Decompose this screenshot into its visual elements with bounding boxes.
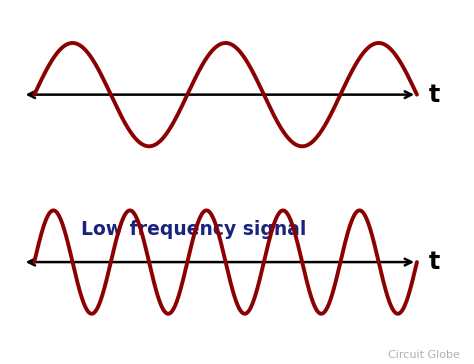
Text: t: t [428,250,440,274]
Text: Circuit Globe: Circuit Globe [388,351,460,360]
Text: Low frequency signal: Low frequency signal [82,219,307,238]
Text: t: t [428,83,440,107]
